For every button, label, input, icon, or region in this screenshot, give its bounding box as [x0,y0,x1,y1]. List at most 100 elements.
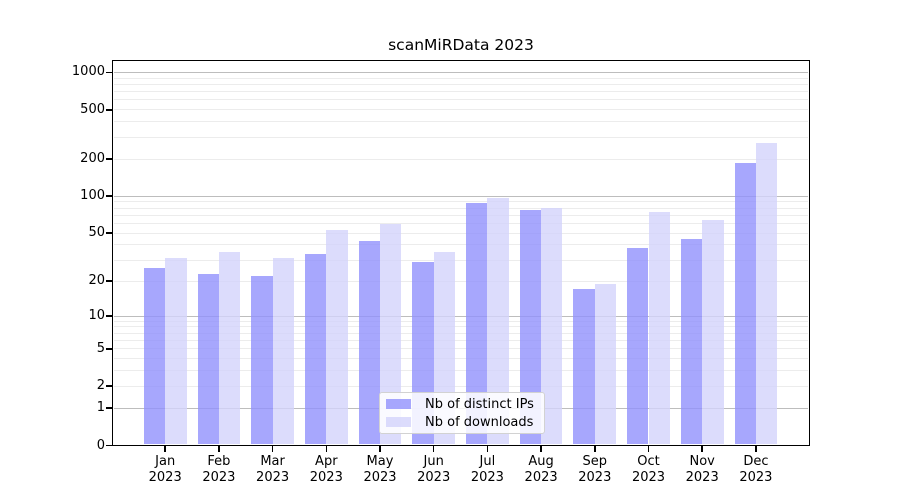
y-tick-1000 [106,71,112,74]
y-tick-50 [106,232,112,234]
x-tick-year-dec: 2023 [739,469,773,485]
x-tick-aug [540,446,542,452]
x-tick-month-sep: Sep [582,454,608,469]
y-tick-2 [106,385,112,387]
y-tick-500 [106,109,112,111]
x-tick-month-may: May [366,454,394,469]
y-tick-label-50: 50 [88,225,105,241]
x-tick-label-jun: Jun 2023 [402,454,466,485]
x-tick-label-jul: Jul 2023 [455,454,519,485]
bar-ips-sep [573,289,595,445]
gridline-minor-700 [114,91,808,93]
bar-downloads-dec [755,142,778,445]
chart-title: scanMiRData 2023 [388,36,534,54]
bar-ips-mar [251,276,273,445]
x-tick-month-aug: Aug [528,454,554,469]
bar-ips-dec [734,163,756,445]
gridline-major-1000 [114,71,808,73]
gridline-minor-6 [114,339,808,341]
bar-downloads-apr [326,230,348,445]
gridline-minor-50 [114,232,808,234]
gridline-minor-4 [114,358,808,360]
x-tick-year-jul: 2023 [470,469,504,485]
x-tick-label-jan: Jan 2023 [133,454,197,485]
legend-label-ips: Nb of distinct IPs [425,396,534,412]
x-tick-year-oct: 2023 [631,469,666,485]
gridline-minor-5 [114,348,808,350]
y-tick-label-2: 2 [96,378,105,394]
x-tick-year-jan: 2023 [148,469,182,485]
bar-ips-oct [627,247,649,445]
y-tick-label-0: 0 [96,437,105,453]
x-tick-label-apr: Apr 2023 [294,454,358,485]
x-tick-dec [755,446,757,452]
gridline-minor-3 [114,370,808,372]
y-tick-label-1: 1 [96,400,105,416]
gridline-minor-2 [114,385,808,387]
x-tick-sep [594,446,596,452]
gridline-minor-600 [114,99,808,101]
bar-downloads-sep [594,283,617,445]
x-tick-year-may: 2023 [363,469,397,485]
x-tick-year-mar: 2023 [256,469,290,485]
gridline-minor-20 [114,280,808,282]
y-tick-200 [106,158,112,160]
gridline-minor-500 [114,109,808,111]
bar-downloads-may [380,224,402,445]
x-tick-month-jul: Jul [479,454,496,469]
bar-downloads-jan [165,258,187,445]
x-tick-month-mar: Mar [260,454,285,469]
gridline-minor-8 [114,326,808,328]
bar-downloads-feb [218,251,241,445]
gridline-minor-60 [114,223,808,224]
bar-ips-feb [197,273,219,445]
bar-ips-aug [519,210,542,445]
x-tick-label-nov: Nov 2023 [670,454,734,485]
y-tick-label-500: 500 [80,101,105,117]
y-tick-label-5: 5 [96,340,105,356]
x-tick-year-jun: 2023 [417,469,451,485]
legend-row-downloads: Nb of downloads [386,413,540,431]
y-tick-label-20: 20 [88,273,105,289]
gridline-major-10 [114,315,808,317]
y-tick-1 [106,407,112,409]
x-tick-label-feb: Feb 2023 [187,454,251,485]
legend-label-downloads: Nb of downloads [425,414,534,430]
x-tick-year-nov: 2023 [685,469,719,485]
x-tick-month-dec: Dec [743,454,769,469]
legend: Nb of distinct IPs Nb of downloads [379,392,545,434]
gridline-minor-40 [114,244,808,246]
bar-downloads-jul [487,197,509,445]
gridline-minor-900 [114,77,808,79]
x-tick-label-sep: Sep 2023 [563,454,627,485]
bar-downloads-aug [541,207,563,445]
gridline-minor-800 [114,83,808,85]
x-tick-year-apr: 2023 [309,469,343,485]
bar-ips-nov [680,238,703,445]
bar-ips-jan [143,267,166,445]
y-tick-10 [106,315,112,317]
bar-downloads-nov [702,220,724,445]
bar-ips-jul [466,202,488,445]
x-tick-month-jan: Jan [155,454,176,469]
y-tick-20 [106,280,112,282]
x-tick-oct [647,446,650,452]
y-tick-5 [106,347,112,350]
bar-downloads-oct [648,212,670,445]
x-tick-jan [164,446,166,452]
y-tick-100 [106,195,112,198]
x-tick-nov [701,446,703,452]
x-tick-mar [271,446,274,452]
gridline-minor-7 [114,332,808,334]
x-tick-feb [218,446,220,452]
x-tick-month-apr: Apr [315,454,338,469]
gridline-minor-80 [114,207,808,209]
x-tick-label-aug: Aug 2023 [509,454,573,485]
gridline-minor-70 [114,214,808,216]
x-tick-month-nov: Nov [689,454,715,469]
gridline-minor-200 [114,158,808,160]
x-tick-label-dec: Dec 2023 [724,454,788,485]
bar-ips-may [358,241,380,445]
legend-swatch-ips [386,398,411,410]
